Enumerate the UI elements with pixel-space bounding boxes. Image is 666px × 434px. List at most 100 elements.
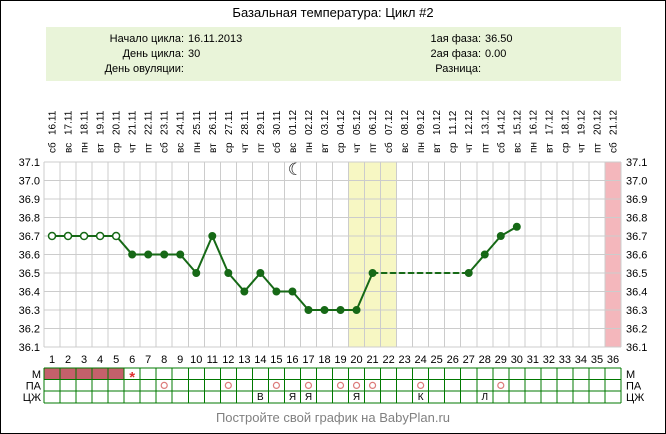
info-value: 36.50 (485, 33, 513, 45)
temp-point (192, 269, 201, 277)
day-number-label: 29 (495, 354, 507, 366)
pa-circle-mark (224, 381, 232, 389)
page-title: Базальная температура: Цикл #2 (232, 5, 434, 20)
weekday-label: пт (592, 143, 603, 153)
weekday-label: пт (368, 143, 379, 153)
day-number-label: 25 (431, 354, 443, 366)
date-label: 19.11 (96, 110, 107, 135)
date-label: 25.11 (192, 110, 203, 135)
temp-point (352, 306, 361, 314)
date-label: 20.11 (112, 110, 123, 135)
temp-point (224, 269, 233, 277)
day-number-label: 34 (575, 354, 587, 366)
weekday-label: вт (320, 143, 331, 153)
pa-circle-mark (304, 381, 313, 389)
day-number-label: 13 (238, 354, 250, 366)
weekday-label: вс (400, 143, 411, 153)
cervical-fluid-letter: Я (305, 392, 312, 403)
cycle-info-left: Начало цикла: 16.11.2013 День цикла: 30 … (64, 32, 243, 77)
temp-point (240, 287, 249, 296)
row-label-right: ПА (626, 380, 642, 392)
pa-circle-mark (352, 381, 361, 389)
row-label-right: М (626, 369, 635, 381)
y-axis-label-left: 37.0 (19, 176, 40, 188)
weekday-label: чт (464, 143, 475, 153)
info-value: 30 (188, 48, 201, 60)
weekday-label: пн (416, 142, 427, 153)
temp-point (256, 269, 265, 277)
y-axis-label-left: 36.9 (19, 194, 40, 206)
day-number-label: 16 (286, 354, 298, 366)
y-axis-label-right: 36.6 (626, 250, 647, 262)
y-axis-label-right: 36.2 (626, 324, 647, 336)
day-number-label: 14 (254, 354, 266, 366)
day-number-label: 36 (607, 354, 619, 366)
weekday-label: вс (64, 143, 75, 153)
day-number-label: 33 (559, 354, 571, 366)
weekday-label: пн (528, 142, 539, 153)
day-number-label: 35 (591, 354, 603, 366)
day-number-label: 9 (177, 354, 183, 366)
temp-point-open (111, 231, 121, 241)
date-label: 05.12 (352, 110, 363, 135)
day-number-label: 27 (463, 354, 475, 366)
temp-point (272, 287, 281, 296)
day-number-label: 22 (382, 354, 394, 366)
date-label: 29.11 (256, 110, 267, 135)
y-axis-label-left: 36.5 (19, 268, 40, 280)
y-axis-label-left: 36.8 (19, 213, 40, 225)
y-axis-label-left: 36.3 (19, 305, 40, 317)
y-axis-label-right: 36.4 (626, 287, 647, 299)
day-number-label: 2 (65, 354, 71, 366)
row-label-left: ПА (26, 380, 42, 392)
temp-point (288, 287, 297, 296)
menstruation-fill (92, 368, 109, 380)
date-label: 16.11 (48, 110, 59, 135)
weekday-label: пн (192, 142, 203, 153)
day-number-label: 23 (399, 354, 411, 366)
temp-point-open (95, 231, 105, 241)
weekday-label: пн (304, 142, 315, 153)
weekday-label: чт (240, 143, 251, 153)
y-axis-label-left: 37.1 (19, 157, 40, 169)
day-number-label: 28 (479, 354, 491, 366)
weekday-label: чт (576, 143, 587, 153)
menstruation-fill (60, 368, 77, 380)
pa-circle-mark (160, 381, 168, 389)
moon-icon: ☾ (288, 160, 303, 179)
weekday-label: пт (480, 143, 491, 153)
y-axis-label-right: 37.0 (626, 176, 647, 188)
date-label: 02.12 (304, 110, 315, 135)
info-label: День овуляции: (104, 63, 184, 75)
temp-line-segment (291, 290, 310, 311)
weekday-label: сб (383, 142, 395, 153)
date-label: 03.12 (320, 110, 331, 135)
date-label: 10.12 (432, 110, 443, 135)
temp-line-segment (467, 253, 486, 274)
row-label-right: ЦЖ (626, 392, 644, 404)
day-number-label: 6 (129, 354, 135, 366)
day-number-label: 24 (415, 354, 427, 366)
temp-point-open (47, 231, 57, 241)
date-label: 20.12 (592, 110, 603, 135)
date-label: 01.12 (288, 110, 299, 135)
temp-line-segment (227, 272, 246, 293)
row-label-left: М (32, 369, 41, 381)
date-label: 30.11 (272, 110, 283, 135)
date-label: 15.12 (512, 110, 523, 135)
y-axis-label-left: 36.1 (19, 342, 40, 354)
day-number-label: 12 (222, 354, 234, 366)
weekday-label: пн (80, 142, 91, 153)
day-number-label: 26 (447, 354, 459, 366)
day-number-label: 20 (350, 354, 362, 366)
weekday-label: сб (47, 142, 59, 153)
weekday-label: вт (432, 143, 443, 153)
weekday-label: чт (128, 143, 139, 153)
y-axis-label-right: 36.7 (626, 231, 647, 243)
y-axis-label-right: 36.1 (626, 342, 647, 354)
cycle-info-box: Начало цикла: 16.11.2013 День цикла: 30 … (46, 27, 621, 81)
temp-point (208, 232, 217, 240)
row-label-left: ЦЖ (23, 392, 41, 404)
cervical-fluid-letter: Л (481, 392, 488, 403)
